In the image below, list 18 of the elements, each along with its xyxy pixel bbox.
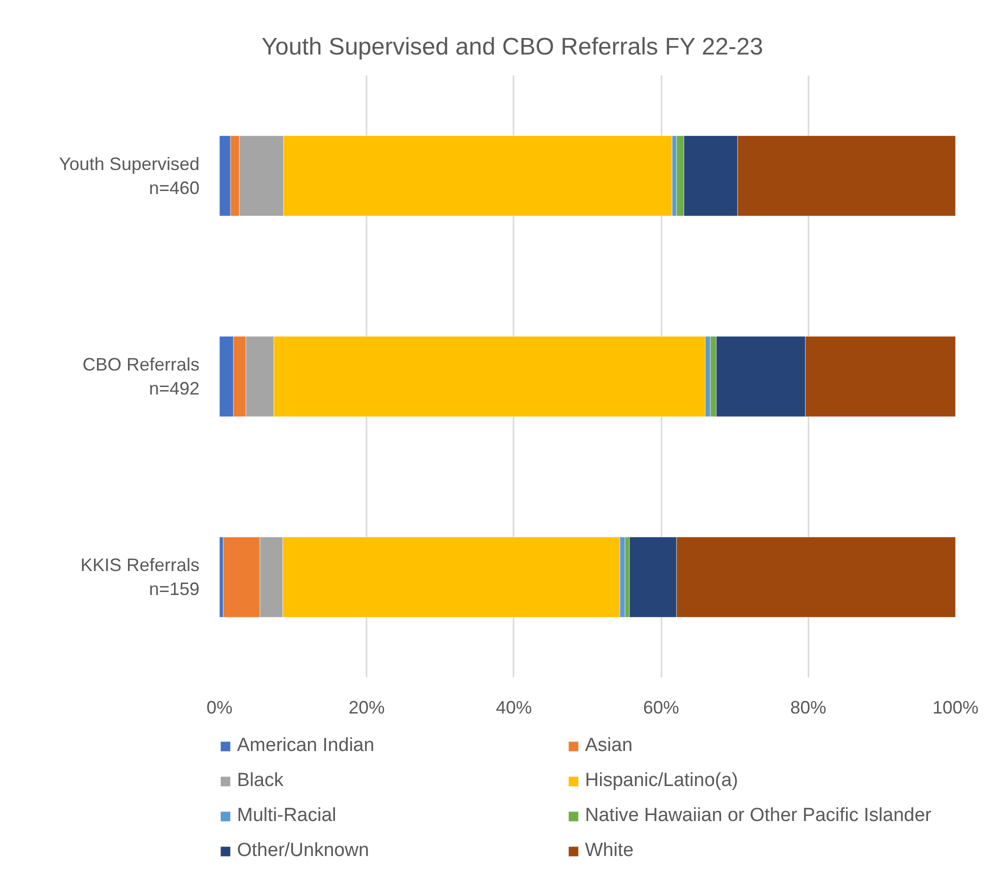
- legend-label: Black: [237, 770, 284, 792]
- y-tick-label: CBO Referrals n=492: [82, 354, 200, 398]
- legend-label: American Indian: [237, 735, 376, 757]
- legend-label: Hispanic/Latino(a): [585, 770, 740, 792]
- legend-label: Asian: [585, 735, 634, 757]
- x-tick-label: 60%: [643, 698, 680, 718]
- y-tick-label: Youth Supervised n=460: [59, 154, 200, 198]
- x-tick-label: 20%: [348, 698, 385, 718]
- x-tick-label: 80%: [790, 698, 826, 718]
- legend-label: Other/Unknown: [237, 840, 370, 862]
- legend-label: Native Hawaiian or Other Pacific Islander: [585, 805, 932, 827]
- chart-title: Youth Supervised and CBO Referrals FY 22-23: [262, 34, 764, 60]
- x-tick-label: 0%: [206, 698, 233, 718]
- legend-label: White: [585, 840, 635, 862]
- x-tick-label: 100%: [932, 698, 979, 718]
- x-tick-label: 40%: [496, 698, 532, 718]
- y-tick-label: KKIS Referrals n=159: [80, 555, 200, 600]
- legend-label: Multi-Racial: [237, 805, 338, 827]
